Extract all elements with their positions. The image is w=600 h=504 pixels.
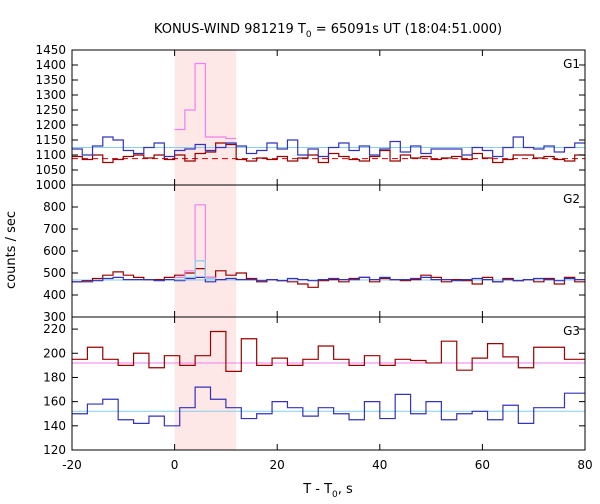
series-g3-dark_red <box>72 330 585 373</box>
series-g1-pink <box>174 62 237 140</box>
series-g3-dark_blue <box>72 386 585 427</box>
panel-g2: 300 400 500 600 700 800 G2 <box>43 184 586 324</box>
y-tick-label: 160 <box>43 395 66 409</box>
y-tick-label: 1000 <box>35 178 66 192</box>
y-tick-label: 1050 <box>35 163 66 177</box>
chart-title-rest: = 65091s UT (18:04:51.000) <box>312 22 502 37</box>
x-axis-label: T - T0, s <box>302 482 353 500</box>
y-tick-label: 1300 <box>35 88 66 102</box>
chart-title: KONUS-WIND 981219 T0 = 65091s UT (18:04:… <box>154 22 502 40</box>
panel-label-g3: G3 <box>563 324 580 338</box>
y-tick-label: 500 <box>43 266 66 280</box>
series-g1-dark_red <box>72 142 585 164</box>
panel-g1: 1000105011001150120012501300135014001450… <box>35 43 586 192</box>
chart-title-sub: 0 <box>306 30 312 40</box>
y-tick-label: 1150 <box>35 133 66 147</box>
x-axis-label-sub: 0 <box>332 490 338 500</box>
x-tick-label: 60 <box>475 458 490 472</box>
x-tick-label: 40 <box>372 458 387 472</box>
x-tick-label: 80 <box>577 458 592 472</box>
y-tick-label: 1350 <box>35 73 66 87</box>
y-tick-label: 600 <box>43 244 66 258</box>
y-tick-label: 1450 <box>35 43 66 57</box>
panel-frame <box>71 316 586 451</box>
series-g2-dark_blue <box>72 276 585 283</box>
y-tick-label: 1200 <box>35 118 66 132</box>
y-axis-label: counts / sec <box>4 211 19 289</box>
panel-frame <box>71 184 586 318</box>
y-tick-label: 200 <box>43 346 66 360</box>
x-tick-label: 0 <box>171 458 179 472</box>
y-tick-label: 220 <box>43 322 66 336</box>
panel-label-g2: G2 <box>563 192 580 206</box>
series-g2-light_blue <box>174 260 216 281</box>
panel-label-g1: G1 <box>563 57 580 71</box>
y-tick-label: 400 <box>43 288 66 302</box>
y-tick-label: 700 <box>43 222 66 236</box>
y-tick-label: 120 <box>43 443 66 457</box>
y-tick-label: 300 <box>43 310 66 324</box>
y-tick-label: 180 <box>43 370 66 384</box>
x-axis-label-rest: , s <box>338 482 353 497</box>
panel-g3: 120 140 160 180 200 220 G3 <box>43 316 586 457</box>
x-tick-label: -20 <box>62 458 82 472</box>
panel-frame <box>71 49 586 186</box>
y-tick-label: 1400 <box>35 58 66 72</box>
x-axis-label-main: T - T <box>302 482 332 497</box>
x-tick-label: 20 <box>270 458 285 472</box>
series-g1-dark_blue <box>72 136 585 158</box>
y-tick-label: 1250 <box>35 103 66 117</box>
y-tick-label: 800 <box>43 200 66 214</box>
y-tick-label: 140 <box>43 419 66 433</box>
chart-title-main: KONUS-WIND 981219 T <box>154 22 306 37</box>
y-tick-label: 1100 <box>35 148 66 162</box>
